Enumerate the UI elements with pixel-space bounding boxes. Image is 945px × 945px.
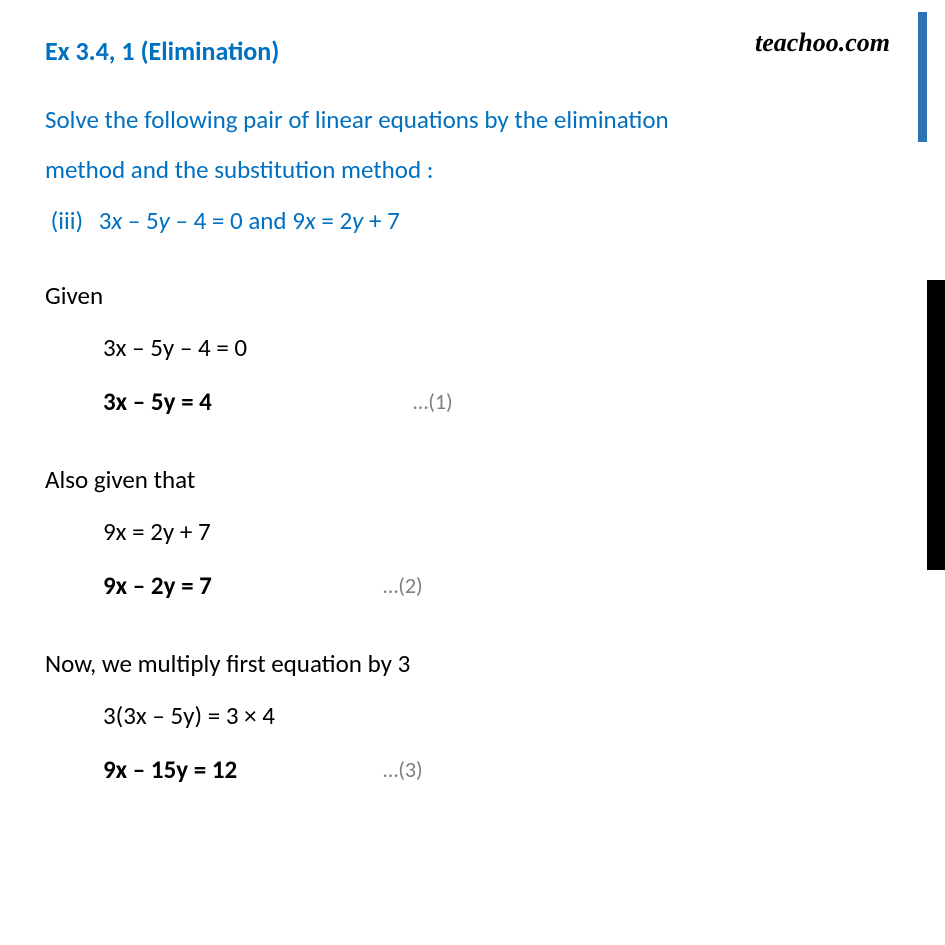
question-line-2: method and the substitution method : [45, 154, 433, 185]
also-given-label: Also given that [45, 460, 900, 500]
ref-2: …(2) [383, 568, 423, 603]
subq-number: (iii) [51, 205, 83, 236]
given-label: Given [45, 276, 900, 316]
question-text: Solve the following pair of linear equat… [45, 95, 900, 195]
brand-logo: teachoo.com [755, 28, 890, 58]
accent-bar-blue [918, 12, 927, 142]
equation-3a: 3(3x – 5y) = 3 × 4 [103, 696, 900, 736]
equation-2b: 9x – 2y = 7 …(2) [103, 566, 900, 606]
equation-2a: 9x = 2y + 7 [103, 512, 900, 552]
multiply-text: Now, we multiply first equation by 3 [45, 644, 900, 684]
accent-bar-black [927, 280, 945, 570]
ref-3: …(3) [383, 752, 423, 787]
equation-3b: 9x – 15y = 12 …(3) [103, 750, 900, 790]
question-line-1: Solve the following pair of linear equat… [45, 104, 669, 135]
ref-1: …(1) [413, 384, 453, 419]
equation-1a: 3x – 5y – 4 = 0 [103, 328, 900, 368]
equation-1b: 3x – 5y = 4 …(1) [103, 382, 900, 422]
sub-question: (iii) 3x – 5y – 4 = 0 and 9x = 2y + 7 [45, 205, 900, 236]
